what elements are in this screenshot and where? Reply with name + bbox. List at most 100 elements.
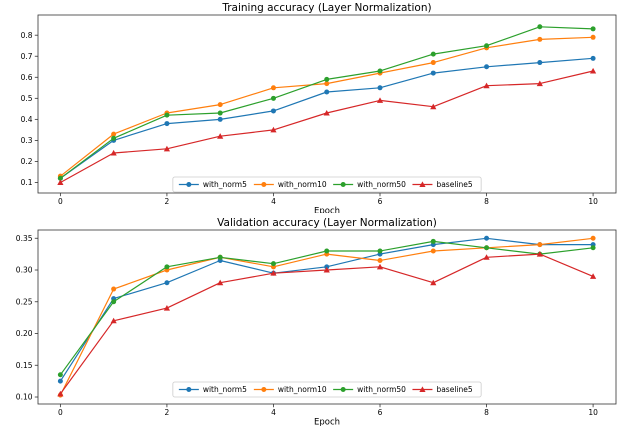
legend-marker-circle: [186, 387, 192, 392]
y-tick-label: 0.35: [16, 234, 33, 243]
data-point-with_norm5: [164, 280, 170, 286]
data-point-with_norm50: [430, 238, 436, 244]
data-point-baseline5: [430, 103, 437, 110]
y-tick-label: 0.1: [21, 178, 33, 187]
data-point-with_norm50: [164, 112, 170, 118]
data-point-with_norm5: [484, 64, 490, 70]
y-tick-label: 0.2: [21, 157, 33, 166]
data-point-with_norm5: [324, 264, 330, 270]
x-tick-label: 4: [271, 408, 276, 417]
data-point-with_norm5: [217, 116, 223, 122]
data-point-with_norm10: [430, 248, 436, 254]
legend-label: baseline5: [436, 385, 472, 394]
data-point-with_norm10: [111, 286, 117, 292]
data-point-baseline5: [217, 133, 224, 139]
y-tick-label: 0.3: [21, 136, 33, 145]
y-tick-label: 0.8: [21, 31, 33, 40]
data-point-baseline5: [589, 67, 597, 74]
data-point-with_norm10: [217, 102, 223, 108]
data-point-baseline5: [217, 279, 224, 286]
series-line-with_norm10: [60, 36, 594, 177]
y-tick-label: 0.30: [16, 266, 33, 275]
x-tick-label: 0: [58, 408, 63, 417]
legend-marker-circle: [261, 182, 267, 187]
data-point-with_norm50: [57, 175, 63, 181]
x-axis-label: Epoch: [314, 207, 340, 214]
x-tick-label: 10: [588, 408, 598, 417]
data-point-with_norm50: [324, 248, 330, 254]
chart-title: Validation accuracy (Layer Normalization…: [217, 217, 437, 229]
data-point-with_norm50: [217, 254, 223, 260]
legend-label: with_norm10: [278, 385, 327, 394]
data-point-with_norm10: [590, 34, 596, 40]
data-point-with_norm10: [324, 81, 330, 87]
data-point-with_norm50: [430, 51, 436, 57]
y-tick-label: 0.5: [21, 94, 33, 103]
data-point-with_norm50: [324, 76, 330, 82]
data-point-with_norm50: [57, 372, 63, 378]
data-point-baseline5: [430, 279, 437, 286]
x-axis-label: Epoch: [314, 418, 340, 426]
series-line-baseline5: [59, 253, 594, 395]
data-point-with_norm10: [111, 131, 117, 137]
data-point-baseline5: [270, 126, 277, 133]
legend-marker-circle: [340, 387, 346, 392]
data-point-baseline5: [376, 263, 384, 270]
x-tick-label: 6: [378, 197, 383, 206]
series-line-with_norm50: [60, 26, 594, 179]
plot-frame: [37, 14, 617, 194]
data-point-with_norm5: [57, 378, 63, 384]
data-point-with_norm50: [270, 261, 276, 267]
legend: with_norm5 with_norm10 with_norm50 baseline…: [172, 381, 482, 398]
data-point-with_norm5: [430, 70, 436, 76]
y-tick-label: 0.10: [16, 393, 33, 402]
data-point-baseline5: [270, 270, 277, 276]
data-point-with_norm5: [484, 235, 490, 241]
legend-box: [172, 176, 482, 193]
legend-label: baseline5: [436, 180, 472, 189]
data-point-baseline5: [323, 109, 330, 116]
x-tick-label: 6: [378, 408, 383, 417]
data-point-with_norm50: [217, 110, 223, 116]
data-point-with_norm50: [484, 43, 490, 49]
x-tick-label: 4: [271, 197, 276, 206]
y-tick-label: 0.15: [16, 361, 33, 370]
x-tick-label: 2: [165, 197, 170, 206]
data-point-with_norm50: [111, 135, 117, 141]
legend: with_norm5 with_norm10 with_norm50 baseline…: [172, 176, 482, 193]
series-line-with_norm5: [60, 57, 594, 179]
data-point-baseline5: [110, 317, 117, 324]
data-point-with_norm5: [537, 60, 543, 66]
x-tick-label: 8: [484, 408, 489, 417]
legend-label: with_norm5: [203, 385, 247, 394]
data-point-baseline5: [536, 80, 543, 87]
data-point-baseline5: [376, 97, 384, 103]
data-point-with_norm50: [164, 264, 170, 270]
chart-title: Training accuracy (Layer Normalization): [221, 2, 431, 14]
x-tick-label: 8: [484, 197, 489, 206]
data-point-with_norm5: [590, 55, 596, 61]
data-point-baseline5: [483, 254, 490, 260]
data-point-with_norm5: [324, 89, 330, 95]
data-point-baseline5: [323, 266, 330, 273]
legend-label: with_norm10: [278, 180, 327, 189]
data-point-with_norm50: [270, 95, 276, 101]
data-point-with_norm5: [377, 85, 383, 91]
data-point-baseline5: [163, 305, 171, 311]
x-tick-label: 10: [588, 197, 598, 206]
y-tick-label: 0.25: [16, 297, 33, 306]
series-line-with_norm5: [59, 237, 594, 382]
data-point-with_norm10: [537, 242, 543, 248]
legend-label: with_norm50: [357, 385, 406, 394]
data-point-with_norm50: [377, 68, 383, 74]
legend-marker-triangle: [419, 181, 426, 187]
x-tick-label: 0: [58, 197, 63, 206]
legend-marker-circle: [186, 182, 192, 187]
data-point-with_norm10: [377, 257, 383, 263]
data-point-with_norm50: [484, 245, 490, 251]
data-point-with_norm10: [270, 85, 276, 91]
y-tick-label: 0.4: [21, 115, 33, 124]
data-point-baseline5: [589, 273, 597, 279]
y-tick-label: 0.7: [21, 52, 33, 61]
series-line-with_norm50: [59, 240, 594, 376]
